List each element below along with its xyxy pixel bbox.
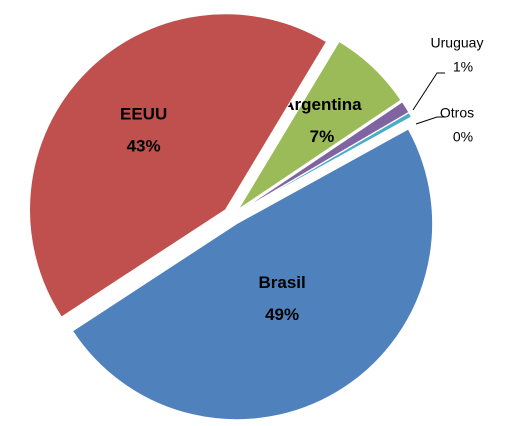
slice-label: Otros [440, 105, 474, 121]
slice-value: 7% [310, 127, 335, 146]
slice-value: 43% [127, 136, 161, 155]
pie-slice [239, 111, 413, 212]
leader-line [415, 116, 445, 125]
slice-value: 49% [265, 305, 299, 324]
slice-value: 1% [453, 59, 473, 75]
pie-slice [71, 128, 434, 421]
leader-line [412, 72, 445, 111]
slice-label: Uruguay [431, 35, 484, 51]
slice-label: Brasil [258, 273, 305, 292]
slice-label: EEUU [120, 104, 167, 123]
slice-label: Argentina [282, 95, 362, 114]
pie-slice [29, 13, 328, 318]
slice-value: 0% [453, 129, 473, 145]
pie-slice [237, 40, 402, 210]
